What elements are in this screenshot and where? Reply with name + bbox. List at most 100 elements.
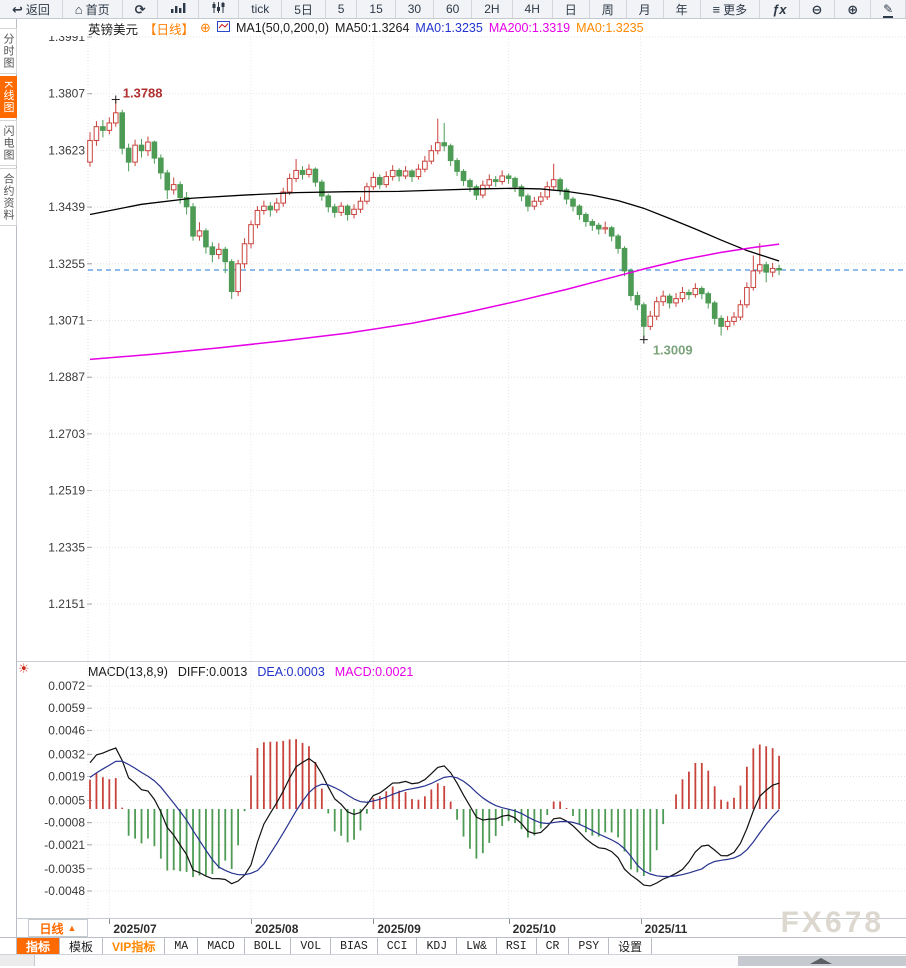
add-indicator-icon[interactable]: ⊕ [200,20,211,35]
toolbar-home[interactable]: ⌂ 首页 [63,0,123,18]
toolbar-period-30[interactable]: 30 [396,0,435,18]
tab-指标[interactable]: 指标 [17,938,61,954]
menu-icon: ≡ [712,1,721,17]
tab-BIAS[interactable]: BIAS [331,938,378,954]
toolbar-label: 更多 [723,2,748,17]
svg-text:-0.0021: -0.0021 [44,838,85,852]
toolbar-period-month[interactable]: 月 [627,0,664,18]
sidebar-item-分时图[interactable]: 分时图 [0,28,17,74]
x-axis-label: 2025/08 [255,922,299,936]
refresh-icon: ⟳ [134,1,146,17]
candlestick-icon [211,1,226,17]
bottom-scrollbar[interactable] [0,954,906,966]
toolbar-label: 4H [524,2,540,16]
toolbar-label: 周 [601,2,614,17]
zoom-in-icon: ⊕ [847,1,859,17]
toolbar-draw[interactable]: ✎ [871,0,906,18]
svg-text:0.0059: 0.0059 [48,701,85,715]
tab-VIP指标[interactable]: VIP指标 [103,938,166,954]
toolbar-period-5[interactable]: 5 [326,0,358,18]
sidebar-item-K线图[interactable]: K线图 [0,76,17,119]
toolbar-back[interactable]: ↩ 返回 [0,0,63,18]
x-axis-label: 2025/09 [377,922,421,936]
toolbar-label: 2H [484,2,500,16]
bar-chart-icon [170,1,186,17]
toolbar-period-day[interactable]: 日 [553,0,590,18]
ma50-value: MA50:1.3264 [335,21,410,35]
x-axis: 2025/07 2025/08 2025/09 2025/10 2025/11 [17,918,906,938]
toolbar-label: 返回 [25,2,50,17]
toolbar-period-5d[interactable]: 5日 [282,0,326,18]
svg-text:1.3071: 1.3071 [48,313,85,327]
macd-hist-value: MACD:0.0021 [334,665,414,679]
toolbar-label: 日 [564,2,577,17]
tab-RSI[interactable]: RSI [497,938,537,954]
tab-CCI[interactable]: CCI [378,938,418,954]
indicator-settings-icon[interactable]: ☀ [18,661,30,676]
zoom-out-icon: ⊖ [811,1,823,17]
x-axis-tick [251,919,252,924]
tab-MA[interactable]: MA [165,938,199,954]
scrollbar-handle-icon[interactable] [810,958,832,964]
sidebar-item-合约资料[interactable]: 合约资料 [0,168,17,227]
tabbar-spacer [0,938,17,954]
svg-text:-0.0048: -0.0048 [44,884,85,898]
toolbar-period-60[interactable]: 60 [434,0,473,18]
toolbar-formula[interactable]: ƒx [760,0,800,18]
pencil-icon: ✎ [883,2,894,18]
period-label: 【日线】 [144,22,195,37]
tab-PSY[interactable]: PSY [569,938,610,954]
main-candlestick-chart[interactable]: 1.3991 1.3807 1.3623 1.3439 1.3255 1.3071 1.28… [17,36,906,661]
symbol-name: 英镑美元 [88,22,139,37]
tab-KDJ[interactable]: KDJ [417,938,458,954]
toolbar-period-week[interactable]: 周 [590,0,627,18]
x-axis-tick [373,919,375,924]
toolbar-period-year[interactable]: 年 [664,0,701,18]
svg-text:1.3009: 1.3009 [653,343,693,358]
toolbar-refresh[interactable]: ⟳ [123,0,159,18]
x-axis-label: 2025/10 [512,922,556,936]
x-axis-tick [109,919,111,924]
tab-BOLL[interactable]: BOLL [245,938,292,954]
svg-text:0.0072: 0.0072 [48,679,85,693]
chart-type-sidebar: 分时图 K线图 闪电图 合约资料 [0,19,17,954]
toolbar-candle-style[interactable] [199,0,240,18]
fx-icon: ƒx [772,1,787,17]
toolbar-period-4h[interactable]: 4H [513,0,553,18]
toolbar-period-2h[interactable]: 2H [472,0,513,18]
triangle-up-icon: ▲ [67,923,77,933]
toolbar-zoom-out[interactable]: ⊖ [800,0,836,18]
svg-text:1.2335: 1.2335 [48,540,85,554]
svg-text:-0.0035: -0.0035 [44,862,85,876]
svg-text:1.3807: 1.3807 [48,87,85,101]
macd-panel[interactable]: 0.0072 0.0059 0.0046 0.0032 0.0019 0.0005 -0.0… [17,662,906,918]
toolbar-period-15[interactable]: 15 [357,0,396,18]
home-icon: ⌂ [74,1,83,17]
toolbar-label: tick [251,2,270,16]
top-toolbar: ↩ 返回 ⌂ 首页 ⟳ tick 5日 5 15 30 60 2H 4H 日周月年 ≡ 更多 ƒx ⊖ ⊕ ✎ [0,0,906,19]
ma0-slow-value: MA0:1.3235 [576,21,644,35]
svg-text:0.0032: 0.0032 [48,747,85,761]
toolbar-more[interactable]: ≡ 更多 [701,0,761,18]
tab-模板[interactable]: 模板 [60,938,104,954]
toolbar-period-tick[interactable]: tick [239,0,283,18]
x-axis-tick [640,919,642,924]
ma200-value: MA200:1.3319 [488,21,571,35]
period-selector[interactable]: 日线 ▲ [28,919,88,937]
indicator-tabbar: 指标 模板 VIP指标 MA MACD BOLL VOL BIAS CCI KDJ LW& RSI CR… [0,937,906,954]
sidebar-item-闪电图[interactable]: 闪电图 [0,120,17,167]
tab-CR[interactable]: CR [537,938,570,954]
tab-设置[interactable]: 设置 [609,938,653,954]
toolbar-label: 5 [337,2,345,16]
mini-chart-icon [216,21,230,35]
toolbar-label: 首页 [85,2,110,17]
tab-MACD[interactable]: MACD [198,938,245,954]
tab-VOL[interactable]: VOL [291,938,332,954]
panel-separator [17,661,906,662]
svg-text:1.3439: 1.3439 [48,200,85,214]
toolbar-zoom-in[interactable]: ⊕ [835,0,872,18]
x-axis-label: 2025/11 [644,922,688,936]
toolbar-stats[interactable] [158,0,200,18]
tab-LW&[interactable]: LW& [457,938,497,954]
